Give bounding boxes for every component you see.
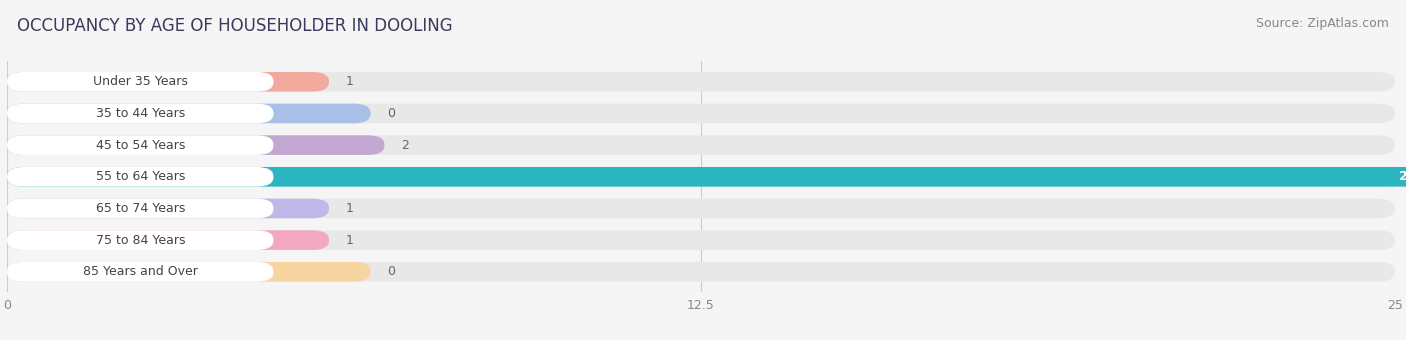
FancyBboxPatch shape	[7, 167, 274, 187]
Text: 85 Years and Over: 85 Years and Over	[83, 265, 198, 278]
Text: 2: 2	[401, 139, 409, 152]
Text: 35 to 44 Years: 35 to 44 Years	[96, 107, 184, 120]
Text: 45 to 54 Years: 45 to 54 Years	[96, 139, 186, 152]
FancyBboxPatch shape	[7, 199, 274, 218]
FancyBboxPatch shape	[7, 104, 371, 123]
Text: 21: 21	[1399, 170, 1406, 183]
FancyBboxPatch shape	[7, 167, 1395, 187]
FancyBboxPatch shape	[7, 167, 1406, 187]
Text: 55 to 64 Years: 55 to 64 Years	[96, 170, 186, 183]
FancyBboxPatch shape	[7, 72, 329, 91]
Text: Source: ZipAtlas.com: Source: ZipAtlas.com	[1256, 17, 1389, 30]
FancyBboxPatch shape	[7, 230, 1395, 250]
Text: 0: 0	[387, 107, 395, 120]
FancyBboxPatch shape	[7, 199, 329, 218]
FancyBboxPatch shape	[7, 72, 1395, 91]
Text: 65 to 74 Years: 65 to 74 Years	[96, 202, 186, 215]
FancyBboxPatch shape	[7, 104, 274, 123]
Text: 1: 1	[346, 75, 353, 88]
FancyBboxPatch shape	[7, 230, 329, 250]
FancyBboxPatch shape	[7, 135, 274, 155]
Text: 1: 1	[346, 202, 353, 215]
FancyBboxPatch shape	[7, 262, 1395, 282]
FancyBboxPatch shape	[7, 230, 274, 250]
Text: Under 35 Years: Under 35 Years	[93, 75, 187, 88]
FancyBboxPatch shape	[7, 72, 274, 91]
FancyBboxPatch shape	[7, 262, 371, 282]
FancyBboxPatch shape	[7, 199, 1395, 218]
FancyBboxPatch shape	[7, 262, 274, 282]
Text: 0: 0	[387, 265, 395, 278]
Text: 75 to 84 Years: 75 to 84 Years	[96, 234, 186, 246]
FancyBboxPatch shape	[7, 104, 1395, 123]
FancyBboxPatch shape	[7, 135, 1395, 155]
Text: 1: 1	[346, 234, 353, 246]
Text: OCCUPANCY BY AGE OF HOUSEHOLDER IN DOOLING: OCCUPANCY BY AGE OF HOUSEHOLDER IN DOOLI…	[17, 17, 453, 35]
FancyBboxPatch shape	[7, 135, 384, 155]
